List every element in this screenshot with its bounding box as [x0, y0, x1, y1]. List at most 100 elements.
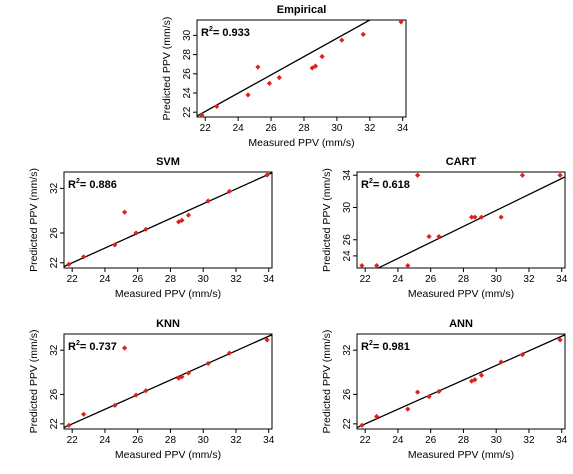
- y-axis-label: Predicted PPV (mm/s): [321, 330, 333, 434]
- r-squared-superscript: 2: [369, 178, 373, 185]
- y-tick-label: 26: [49, 227, 60, 239]
- x-tick-label: 30: [198, 274, 210, 285]
- y-tick-label: 32: [342, 344, 353, 356]
- x-tick-label: 24: [99, 435, 111, 446]
- data-point: [81, 411, 87, 417]
- data-point: [339, 37, 345, 43]
- r-squared-value: = 0.981: [373, 341, 410, 353]
- x-tick-label: 32: [230, 274, 242, 285]
- data-point: [143, 388, 149, 394]
- data-point: [374, 413, 380, 420]
- data-point: [414, 172, 421, 178]
- data-point: [426, 393, 432, 400]
- y-tick-label: 22: [342, 418, 353, 430]
- x-tick-label: 26: [265, 123, 277, 134]
- y-tick-label: 22: [49, 257, 60, 269]
- x-tick-label: 22: [67, 274, 79, 285]
- x-tick-label: 22: [67, 435, 79, 446]
- r-squared-label: R2= 0.618: [361, 178, 410, 191]
- data-point: [205, 198, 211, 204]
- data-point: [205, 360, 211, 367]
- y-tick-label: 22: [182, 106, 193, 118]
- data-point: [276, 75, 282, 81]
- chart-title: SVM: [156, 156, 180, 168]
- r-squared-label: R2= 0.886: [68, 178, 117, 191]
- data-point: [185, 370, 192, 376]
- data-point: [398, 19, 404, 25]
- x-tick-label: 22: [360, 274, 372, 285]
- data-point: [472, 377, 478, 383]
- y-axis-label: Predicted PPV (mm/s): [28, 168, 40, 272]
- chart-title: CART: [446, 156, 477, 168]
- chart-title: Empirical: [277, 4, 327, 16]
- y-tick-label: 32: [49, 344, 60, 356]
- x-tick-label: 26: [132, 274, 144, 285]
- x-tick-label: 34: [556, 274, 568, 285]
- panel-empirical: Empirical 22 24 26 28 30 32 34 22 24 26 28 30 Measure…: [161, 4, 409, 149]
- data-point: [245, 92, 251, 98]
- data-point: [359, 422, 365, 428]
- data-point: [226, 350, 233, 356]
- data-point: [312, 63, 319, 69]
- x-tick-label: 34: [556, 435, 568, 446]
- data-point: [557, 337, 563, 343]
- data-point: [498, 359, 504, 365]
- y-tick-label: 26: [342, 234, 353, 246]
- data-point: [66, 261, 72, 267]
- x-tick-label: 28: [165, 274, 177, 285]
- r-squared-superscript: 2: [76, 178, 80, 185]
- r-squared-letter: R: [201, 27, 209, 39]
- plot-frame: [196, 19, 407, 118]
- y-tick-label: 24: [182, 87, 193, 99]
- y-tick-label: 26: [342, 388, 353, 400]
- fit-line: [64, 334, 272, 429]
- x-tick-label: 32: [523, 274, 535, 285]
- data-point: [414, 389, 421, 395]
- plot-frame: [63, 333, 273, 430]
- r-squared-value: = 0.737: [80, 341, 117, 353]
- x-tick-label: 32: [523, 435, 535, 446]
- data-point: [255, 64, 261, 70]
- data-point: [469, 214, 475, 220]
- data-point: [112, 242, 118, 248]
- r-squared-superscript: 2: [209, 26, 213, 33]
- x-tick-label: 22: [360, 435, 372, 446]
- y-axis-label: Predicted PPV (mm/s): [321, 168, 333, 272]
- data-point: [226, 188, 233, 194]
- x-tick-label: 24: [392, 435, 404, 446]
- r-squared-value: = 0.886: [80, 179, 117, 191]
- x-tick-label: 30: [198, 435, 210, 446]
- y-tick-label: 24: [342, 250, 353, 262]
- y-axis-label: Predicted PPV (mm/s): [161, 17, 173, 121]
- x-tick-label: 28: [458, 274, 470, 285]
- fit-line: [64, 172, 272, 268]
- plot-frame: [63, 171, 273, 269]
- r-squared-value: = 0.618: [373, 179, 410, 191]
- x-tick-label: 24: [99, 274, 111, 285]
- y-tick-label: 28: [182, 49, 193, 61]
- plot-frame: [356, 333, 566, 430]
- y-tick-label: 30: [342, 201, 353, 213]
- data-point: [374, 262, 380, 269]
- data-point: [319, 53, 325, 60]
- data-point: [360, 31, 366, 38]
- r-squared-label: R2= 0.933: [201, 26, 250, 39]
- data-point: [426, 233, 432, 240]
- r-squared-letter: R: [68, 341, 76, 353]
- chart-title: ANN: [449, 318, 473, 330]
- x-tick-label: 32: [364, 123, 376, 134]
- x-axis-label: Measured PPV (mm/s): [408, 449, 514, 461]
- data-point: [121, 209, 128, 215]
- data-point: [214, 103, 220, 110]
- data-point: [405, 406, 411, 412]
- data-point: [359, 262, 365, 269]
- data-point: [472, 214, 478, 220]
- r-squared-label: R2= 0.981: [361, 340, 410, 353]
- x-axis-label: Measured PPV (mm/s): [115, 288, 221, 300]
- x-tick-label: 24: [233, 123, 245, 134]
- x-axis-label: Measured PPV (mm/s): [115, 449, 221, 461]
- fit-line: [197, 20, 371, 117]
- r-squared-value: = 0.933: [213, 27, 250, 39]
- x-tick-label: 28: [165, 435, 177, 446]
